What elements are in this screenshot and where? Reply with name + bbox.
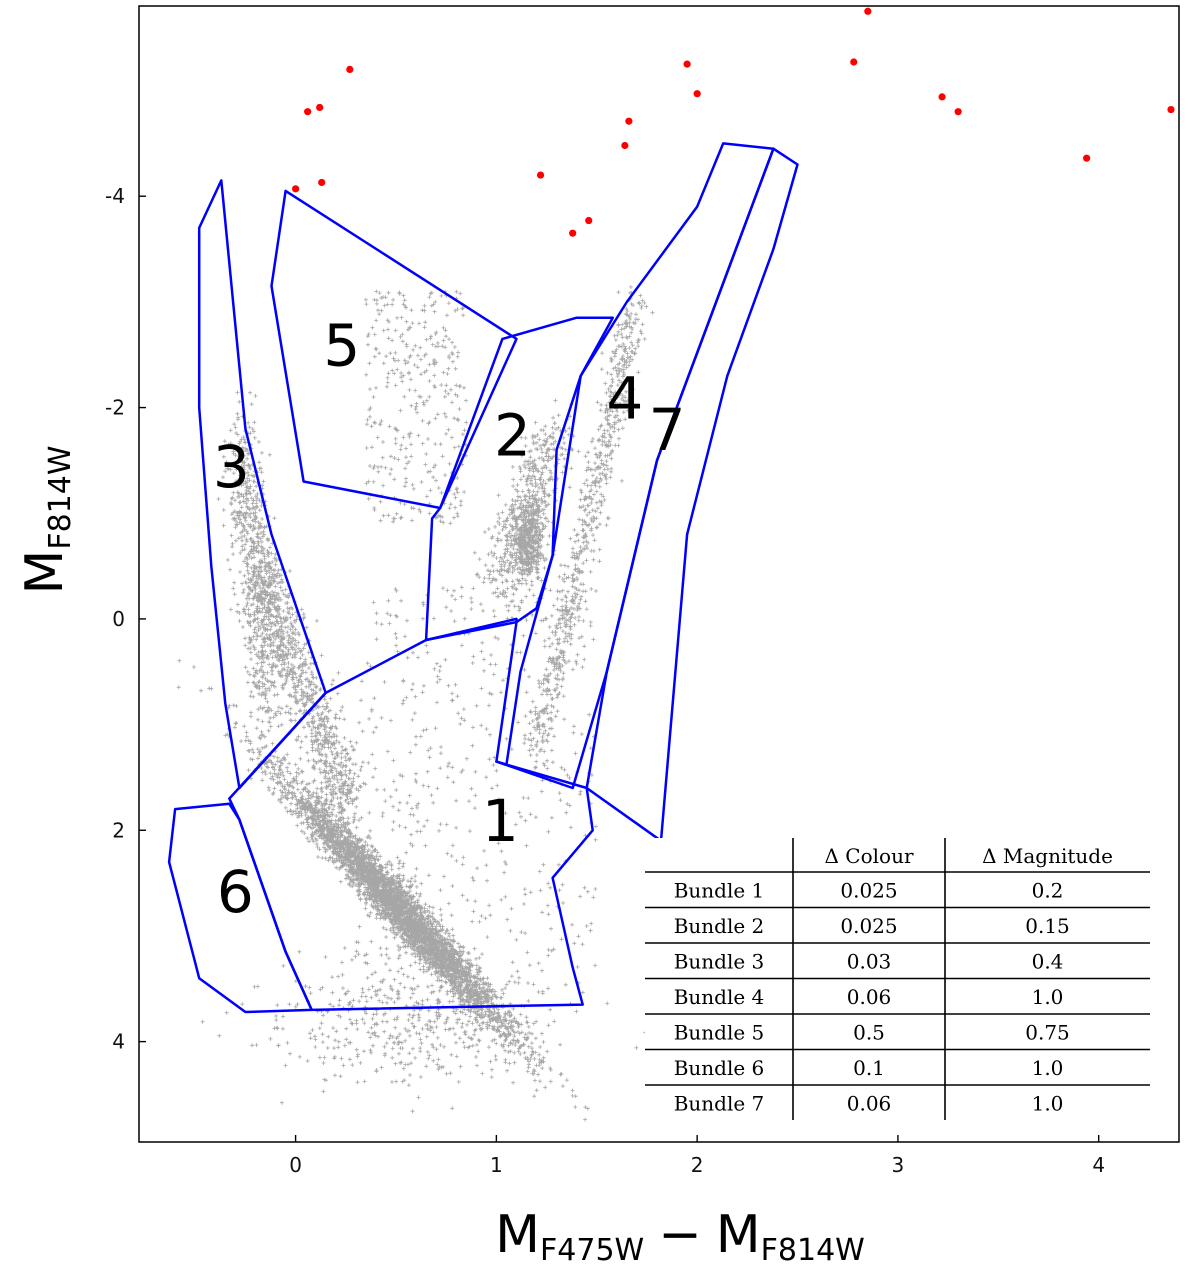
bundle-3-label: 3 bbox=[213, 433, 250, 501]
star-cloud bbox=[176, 285, 655, 1122]
table-cell: 0.15 bbox=[1025, 914, 1070, 938]
y-tick-label: 0 bbox=[112, 607, 125, 631]
bright-star-point bbox=[536, 171, 545, 179]
bright-star-point bbox=[850, 58, 858, 66]
table-cell: Bundle 1 bbox=[674, 879, 765, 903]
bright-star-point bbox=[864, 7, 872, 15]
bright-star-point bbox=[621, 141, 629, 150]
y-tick-label: 4 bbox=[112, 1030, 125, 1054]
bright-star-point bbox=[625, 117, 633, 125]
bundle-5-region bbox=[270, 189, 518, 510]
bundle-4-label: 4 bbox=[606, 364, 643, 432]
table-cell: 0.025 bbox=[840, 914, 897, 938]
bundle-6-label: 6 bbox=[217, 858, 254, 926]
bright-star-point bbox=[346, 65, 354, 74]
bundle-7-region bbox=[585, 147, 799, 843]
x-axis-label: MF475W − MF814W bbox=[495, 1205, 865, 1267]
bright-star-point bbox=[1167, 105, 1175, 114]
bundle-5-label: 5 bbox=[323, 312, 360, 380]
bundle-7-label: 7 bbox=[649, 396, 686, 464]
bright-stars bbox=[292, 7, 1175, 237]
bright-star-point bbox=[304, 108, 312, 116]
bright-star-point bbox=[1083, 154, 1091, 162]
x-tick-label: 4 bbox=[1092, 1153, 1105, 1177]
bright-star-point bbox=[683, 60, 691, 68]
table-cell: 0.025 bbox=[840, 879, 897, 903]
bundle-labels: 1 2 3 4 5 6 7 bbox=[213, 312, 686, 926]
table-cell: Bundle 2 bbox=[674, 914, 765, 938]
axis-ticks: 0 1 2 3 4 -4 -2 0 2 4 bbox=[105, 184, 1105, 1177]
table-cell: 0.75 bbox=[1025, 1021, 1070, 1045]
x-tick-label: 0 bbox=[289, 1153, 302, 1177]
bright-star-point bbox=[938, 93, 946, 101]
bundle-1-label: 1 bbox=[482, 787, 519, 855]
table-cell: Bundle 3 bbox=[674, 950, 765, 974]
table-cell: 0.03 bbox=[847, 950, 892, 974]
bundle-4-region bbox=[495, 142, 775, 790]
table-cell: 1.0 bbox=[1032, 985, 1064, 1009]
table-cell: Bundle 7 bbox=[674, 1092, 765, 1116]
bright-star-point bbox=[585, 216, 593, 225]
table-cell: 1.0 bbox=[1032, 1092, 1064, 1116]
bright-star-point bbox=[292, 185, 300, 193]
table-header-cell: Δ Colour bbox=[824, 844, 913, 868]
x-tick-label: 2 bbox=[691, 1153, 704, 1177]
bundle-2-label: 2 bbox=[494, 401, 531, 469]
bundle-2-region bbox=[424, 316, 615, 642]
bright-star-point bbox=[693, 90, 701, 98]
table-cell: 0.5 bbox=[853, 1021, 885, 1045]
bundle-table: Δ Colour Δ Magnitude Bundle 1 0.025 0.2 Bundl… bbox=[645, 838, 1150, 1123]
plot-frame bbox=[138, 5, 1180, 1143]
table-background bbox=[645, 838, 1150, 1123]
y-axis-label: MF814W bbox=[15, 445, 78, 594]
table-cell: 0.2 bbox=[1032, 879, 1064, 903]
bright-star-point bbox=[318, 178, 326, 187]
y-tick-label: -2 bbox=[105, 396, 125, 420]
bundle-regions bbox=[167, 142, 799, 1014]
table-cell: 0.06 bbox=[847, 1092, 892, 1116]
bundle-3-region bbox=[197, 179, 327, 790]
x-tick-label: 3 bbox=[892, 1153, 905, 1177]
table-cell: Bundle 5 bbox=[674, 1021, 765, 1045]
bright-star-point bbox=[316, 103, 324, 112]
y-tick-label: 2 bbox=[112, 818, 125, 842]
bundle-6-region bbox=[167, 802, 313, 1014]
table-cell: 1.0 bbox=[1032, 1056, 1064, 1080]
table-cell: 0.4 bbox=[1032, 950, 1064, 974]
y-tick-label: -4 bbox=[105, 184, 125, 208]
bright-star-point bbox=[569, 229, 577, 237]
bright-star-point bbox=[954, 108, 962, 116]
table-cell: 0.1 bbox=[853, 1056, 885, 1080]
table-header-cell: Δ Magnitude bbox=[982, 844, 1113, 868]
table-cell: 0.06 bbox=[847, 985, 892, 1009]
table-cell: Bundle 6 bbox=[674, 1056, 765, 1080]
table-cell: Bundle 4 bbox=[674, 985, 765, 1009]
field-stars bbox=[176, 285, 655, 1122]
x-tick-label: 1 bbox=[490, 1153, 503, 1177]
